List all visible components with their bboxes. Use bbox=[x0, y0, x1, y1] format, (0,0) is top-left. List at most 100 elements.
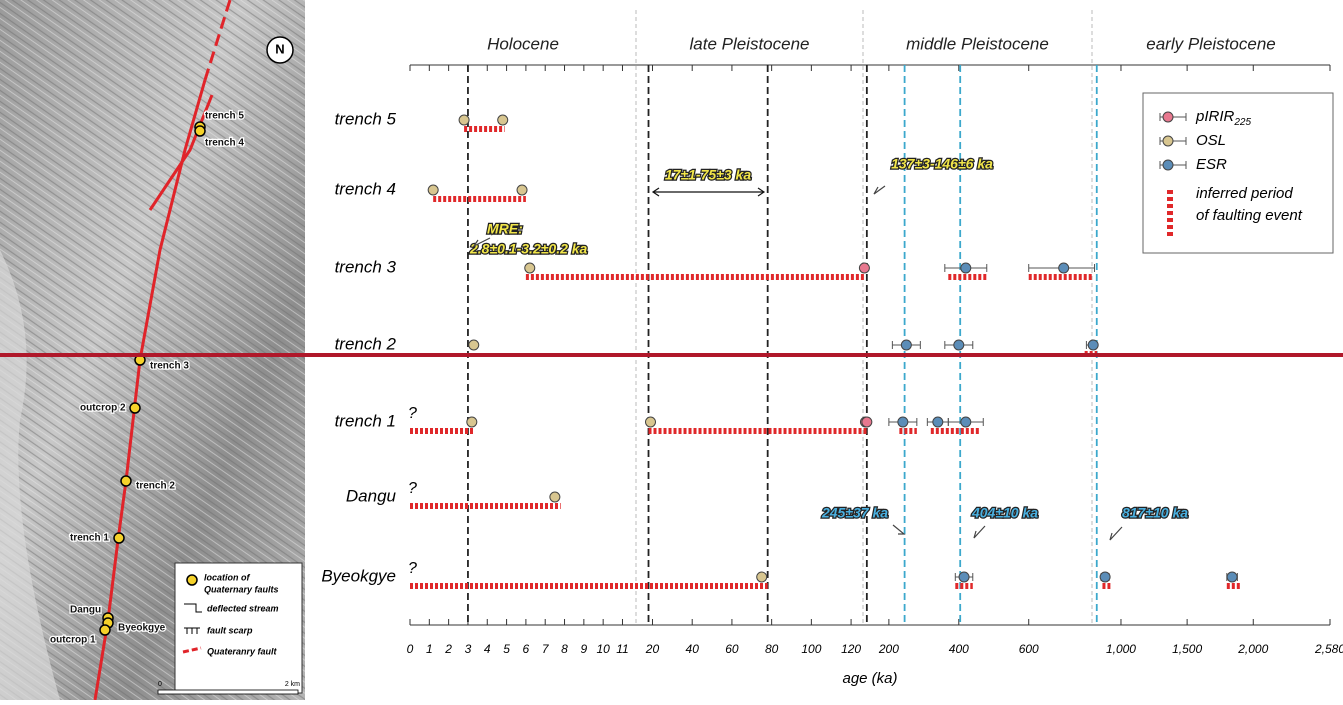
legend-site-icon bbox=[187, 575, 197, 585]
legend-text: ESR bbox=[1196, 156, 1227, 173]
site-marker bbox=[195, 126, 205, 136]
x-tick-label: 8 bbox=[561, 642, 568, 656]
epoch-label: late Pleistocene bbox=[689, 34, 809, 53]
date-point bbox=[859, 263, 869, 273]
x-tick-label: 40 bbox=[686, 642, 700, 656]
date-point bbox=[954, 340, 964, 350]
annotation: MRE: bbox=[487, 221, 523, 237]
legend-marker bbox=[1163, 112, 1173, 122]
x-tick-label: 60 bbox=[725, 642, 739, 656]
map-legend-text: Quateranry fault bbox=[207, 646, 278, 656]
site-marker bbox=[114, 533, 124, 543]
uncertain-mark: ? bbox=[408, 480, 417, 497]
legend-text: inferred period bbox=[1196, 185, 1293, 202]
date-point bbox=[467, 417, 477, 427]
legend-marker bbox=[1163, 136, 1173, 146]
x-tick-label: 20 bbox=[645, 642, 660, 656]
epoch-label: early Pleistocene bbox=[1146, 34, 1275, 53]
x-tick-label: 9 bbox=[581, 642, 588, 656]
date-point bbox=[898, 417, 908, 427]
x-tick-label: 0 bbox=[407, 642, 414, 656]
site-marker bbox=[130, 403, 140, 413]
date-point bbox=[525, 263, 535, 273]
map-label: trench 1 bbox=[70, 533, 109, 544]
x-tick-label: 2,580 bbox=[1314, 642, 1343, 656]
x-tick-label: 1,000 bbox=[1106, 642, 1136, 656]
row-label: trench 1 bbox=[335, 411, 396, 430]
x-tick-label: 4 bbox=[484, 642, 491, 656]
map-label: trench 4 bbox=[205, 138, 244, 149]
scale-label: 2 km bbox=[285, 681, 300, 688]
x-tick-label: 1 bbox=[426, 642, 433, 656]
annotation: 2.8±0.1-3.2±0.2 ka bbox=[469, 241, 588, 257]
date-point bbox=[933, 417, 943, 427]
x-tick-label: 10 bbox=[596, 642, 610, 656]
site-marker bbox=[100, 625, 110, 635]
date-point bbox=[757, 572, 767, 582]
date-point bbox=[901, 340, 911, 350]
date-point bbox=[517, 185, 527, 195]
legend-text: of faulting event bbox=[1196, 207, 1303, 224]
north-label: N bbox=[275, 41, 284, 56]
date-point bbox=[428, 185, 438, 195]
map-label: Dangu bbox=[70, 605, 101, 616]
row-label: trench 5 bbox=[335, 109, 397, 128]
map-label: trench 3 bbox=[150, 361, 189, 372]
row-label: trench 3 bbox=[335, 257, 397, 276]
map-legend-text: deflected stream bbox=[207, 603, 279, 613]
scale-label: 0 bbox=[158, 681, 162, 688]
date-point bbox=[498, 115, 508, 125]
date-point bbox=[959, 572, 969, 582]
scale-bar bbox=[158, 690, 298, 694]
legend-name: OSL bbox=[1196, 132, 1226, 149]
annotation: 17±1-75±3 ka bbox=[665, 167, 751, 183]
legend-text: OSL bbox=[1196, 132, 1226, 149]
date-point bbox=[1088, 340, 1098, 350]
x-tick-label: 400 bbox=[949, 642, 969, 656]
legend-marker bbox=[1163, 160, 1173, 170]
map-legend-text: location of bbox=[204, 572, 250, 582]
x-tick-label: 1,500 bbox=[1172, 642, 1202, 656]
annotation: 404±10 ka bbox=[971, 505, 1038, 521]
site-marker bbox=[121, 476, 131, 486]
map-legend-text: fault scarp bbox=[207, 625, 253, 635]
map-label: trench 5 bbox=[205, 111, 244, 122]
annotation-arrow bbox=[653, 188, 764, 196]
date-point bbox=[1059, 263, 1069, 273]
row-label: Byeokgye bbox=[321, 566, 396, 585]
x-tick-label: 100 bbox=[801, 642, 821, 656]
annotation-pointer bbox=[893, 525, 904, 534]
annotation-pointer bbox=[974, 526, 985, 538]
x-tick-label: 120 bbox=[841, 642, 861, 656]
date-point bbox=[1100, 572, 1110, 582]
uncertain-mark: ? bbox=[408, 405, 417, 422]
uncertain-mark: ? bbox=[408, 560, 417, 577]
map-label: outcrop 1 bbox=[50, 635, 96, 646]
annotation-pointer bbox=[1110, 527, 1122, 540]
x-tick-label: 3 bbox=[465, 642, 472, 656]
annotation: 245±37 ka bbox=[821, 505, 888, 521]
legend-subscript: 225 bbox=[1233, 117, 1251, 128]
date-point bbox=[1227, 572, 1237, 582]
x-tick-label: 200 bbox=[878, 642, 899, 656]
date-point bbox=[469, 340, 479, 350]
date-point bbox=[862, 417, 872, 427]
x-tick-label: 5 bbox=[503, 642, 510, 656]
annotation: 137±3-146±6 ka bbox=[891, 156, 993, 172]
date-point bbox=[645, 417, 655, 427]
date-point bbox=[550, 492, 560, 502]
legend-name: pIRIR bbox=[1195, 108, 1235, 125]
x-tick-label: 7 bbox=[542, 642, 550, 656]
x-tick-label: 2 bbox=[444, 642, 452, 656]
map-legend-text: Quaternary faults bbox=[204, 584, 279, 594]
map-label: trench 2 bbox=[136, 481, 175, 492]
date-point bbox=[459, 115, 469, 125]
figure: Ntrench 5trench 4trench 3outcrop 2trench… bbox=[0, 0, 1343, 700]
x-tick-label: 11 bbox=[616, 642, 628, 656]
x-tick-label: 80 bbox=[765, 642, 779, 656]
row-label: Dangu bbox=[346, 486, 397, 505]
annotation-pointer bbox=[874, 186, 885, 194]
x-tick-label: 600 bbox=[1019, 642, 1039, 656]
date-point bbox=[961, 417, 971, 427]
